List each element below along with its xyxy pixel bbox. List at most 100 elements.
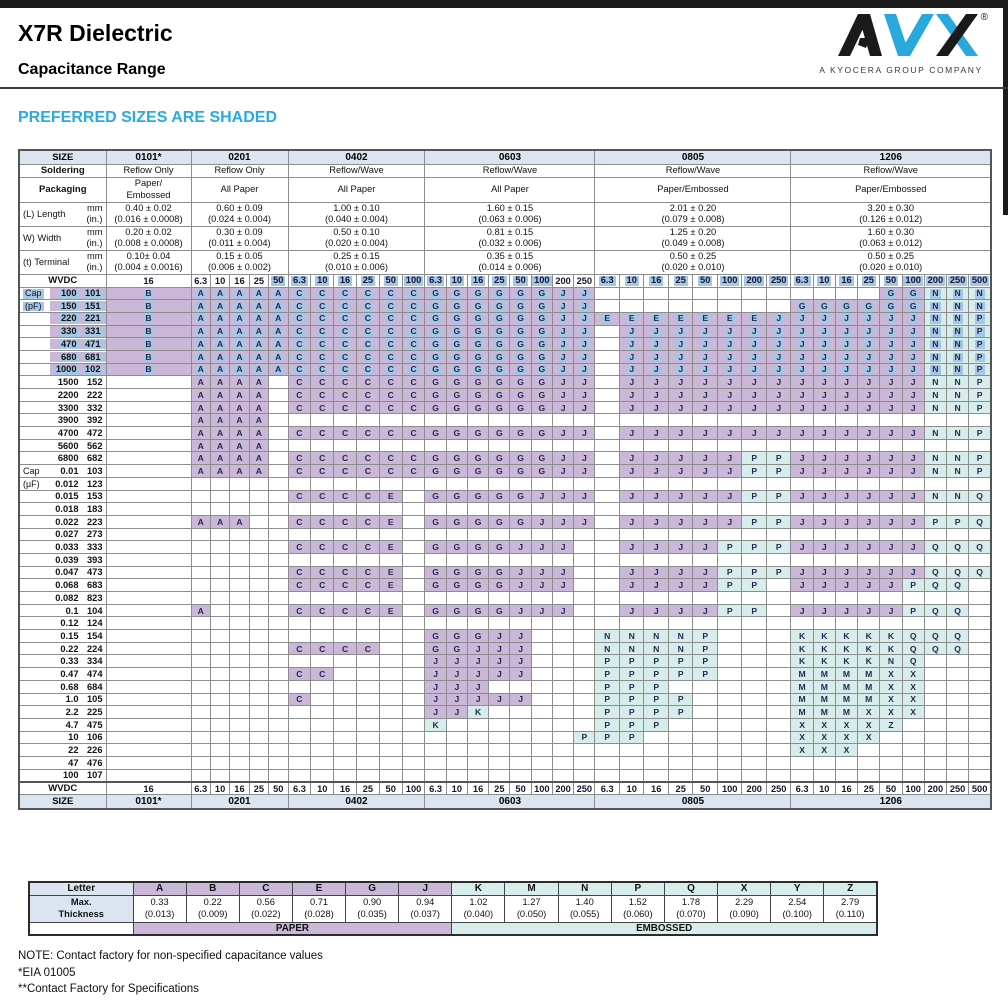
thickness-code-link[interactable]: B — [143, 288, 154, 299]
thickness-code-link[interactable]: G — [494, 288, 505, 299]
wvdc-link[interactable]: 10 — [624, 275, 639, 286]
thickness-code-link[interactable]: J — [819, 364, 829, 375]
thickness-code-link[interactable]: N — [952, 338, 963, 350]
thickness-code-link[interactable]: G — [515, 326, 526, 337]
cap-value-link[interactable]: 220 — [58, 313, 79, 324]
cap-code-link[interactable]: 471 — [82, 338, 103, 350]
thickness-code-link[interactable]: J — [700, 364, 710, 375]
thickness-code-link[interactable]: C — [385, 313, 396, 324]
thickness-code-link[interactable]: J — [774, 338, 784, 350]
thickness-code-link[interactable]: N — [952, 351, 963, 363]
wvdc-link[interactable]: 50 — [883, 275, 899, 286]
thickness-code-link[interactable]: A — [195, 313, 206, 324]
thickness-code-link[interactable]: C — [362, 313, 373, 324]
thickness-code-link[interactable]: P — [974, 351, 985, 363]
thickness-code-link[interactable]: G — [451, 300, 463, 312]
thickness-code-link[interactable]: C — [317, 326, 328, 337]
thickness-code-link[interactable]: J — [774, 351, 784, 363]
wvdc-link[interactable]: 16 — [839, 275, 854, 286]
thickness-code-link[interactable]: G — [430, 313, 441, 324]
wvdc-link[interactable]: 50 — [271, 275, 286, 286]
thickness-code-link[interactable]: J — [558, 326, 568, 337]
thickness-code-link[interactable]: J — [886, 338, 896, 350]
wvdc-link[interactable]: 200 — [744, 275, 764, 286]
thickness-code-link[interactable]: N — [930, 313, 941, 324]
thickness-code-link[interactable]: J — [908, 364, 918, 375]
thickness-code-link[interactable]: C — [339, 364, 351, 375]
thickness-code-link[interactable]: A — [273, 288, 284, 299]
thickness-code-link[interactable]: J — [725, 364, 735, 375]
thickness-code-link[interactable]: G — [841, 300, 852, 312]
thickness-code-link[interactable]: G — [472, 351, 484, 363]
thickness-code-link[interactable]: J — [749, 338, 759, 350]
thickness-code-link[interactable]: C — [408, 326, 419, 337]
thickness-code-link[interactable]: J — [842, 338, 851, 350]
thickness-code-link[interactable]: G — [536, 313, 548, 324]
thickness-code-link[interactable]: G — [536, 364, 548, 375]
thickness-code-link[interactable]: G — [494, 338, 505, 350]
thickness-code-link[interactable]: A — [253, 300, 264, 312]
wvdc-link[interactable]: 16 — [649, 275, 664, 286]
thickness-code-link[interactable]: C — [317, 313, 328, 324]
thickness-code-link[interactable]: G — [451, 364, 463, 375]
thickness-code-link[interactable]: C — [317, 288, 328, 299]
thickness-code-link[interactable]: C — [317, 364, 328, 375]
thickness-code-link[interactable]: J — [700, 351, 710, 363]
thickness-code-link[interactable]: J — [558, 338, 568, 350]
thickness-code-link[interactable]: G — [818, 300, 830, 312]
thickness-code-link[interactable]: C — [362, 338, 373, 350]
thickness-code-link[interactable]: J — [797, 364, 807, 375]
thickness-code-link[interactable]: G — [796, 300, 808, 312]
thickness-code-link[interactable]: J — [774, 364, 784, 375]
thickness-code-link[interactable]: C — [339, 313, 351, 324]
wvdc-link[interactable]: 16 — [470, 275, 486, 286]
thickness-code-link[interactable]: J — [627, 364, 637, 375]
thickness-code-link[interactable]: C — [408, 351, 419, 363]
thickness-code-link[interactable]: J — [627, 351, 637, 363]
cap-value-link[interactable]: 100 — [58, 288, 79, 299]
wvdc-link[interactable]: 6.3 — [290, 275, 308, 286]
cap-value-link[interactable]: 330 — [58, 326, 79, 337]
thickness-code-link[interactable]: B — [143, 351, 154, 363]
thickness-code-link[interactable]: C — [385, 351, 396, 363]
wvdc-link[interactable]: 25 — [673, 275, 688, 286]
thickness-code-link[interactable]: J — [651, 364, 661, 375]
thickness-code-link[interactable]: A — [214, 300, 226, 312]
thickness-code-link[interactable]: G — [451, 351, 463, 363]
thickness-code-link[interactable]: J — [819, 338, 829, 350]
wvdc-link[interactable]: 100 — [403, 275, 424, 286]
thickness-code-link[interactable]: C — [294, 300, 305, 312]
wvdc-link[interactable]: 250 — [768, 275, 789, 286]
thickness-code-link[interactable]: G — [515, 288, 526, 299]
thickness-code-link[interactable]: B — [143, 338, 154, 350]
thickness-code-link[interactable]: J — [774, 326, 784, 337]
thickness-code-link[interactable]: J — [651, 326, 661, 337]
thickness-code-link[interactable]: A — [273, 351, 284, 363]
thickness-code-link[interactable]: C — [408, 364, 419, 375]
thickness-code-link[interactable]: A — [253, 288, 264, 299]
thickness-code-link[interactable]: C — [294, 313, 305, 324]
thickness-code-link[interactable]: J — [774, 313, 784, 324]
thickness-code-link[interactable]: C — [362, 364, 373, 375]
thickness-code-link[interactable]: A — [214, 288, 226, 299]
thickness-code-link[interactable]: J — [627, 338, 637, 350]
thickness-code-link[interactable]: E — [675, 313, 686, 324]
thickness-code-link[interactable]: P — [974, 326, 985, 337]
thickness-code-link[interactable]: J — [651, 338, 661, 350]
thickness-code-link[interactable]: J — [908, 338, 918, 350]
cap-code-link[interactable]: 101 — [82, 288, 103, 299]
cap-code-link[interactable]: 221 — [82, 313, 103, 324]
thickness-code-link[interactable]: J — [886, 326, 896, 337]
thickness-code-link[interactable]: J — [864, 338, 874, 350]
thickness-code-link[interactable]: J — [579, 300, 589, 312]
thickness-code-link[interactable]: C — [294, 288, 305, 299]
thickness-code-link[interactable]: A — [214, 364, 226, 375]
thickness-code-link[interactable]: G — [536, 300, 548, 312]
thickness-code-link[interactable]: A — [234, 326, 245, 337]
thickness-code-link[interactable]: J — [819, 313, 829, 324]
thickness-code-link[interactable]: G — [494, 313, 505, 324]
thickness-code-link[interactable]: G — [451, 326, 463, 337]
thickness-code-link[interactable]: G — [451, 338, 463, 350]
thickness-code-link[interactable]: G — [430, 300, 441, 312]
thickness-code-link[interactable]: C — [317, 338, 328, 350]
